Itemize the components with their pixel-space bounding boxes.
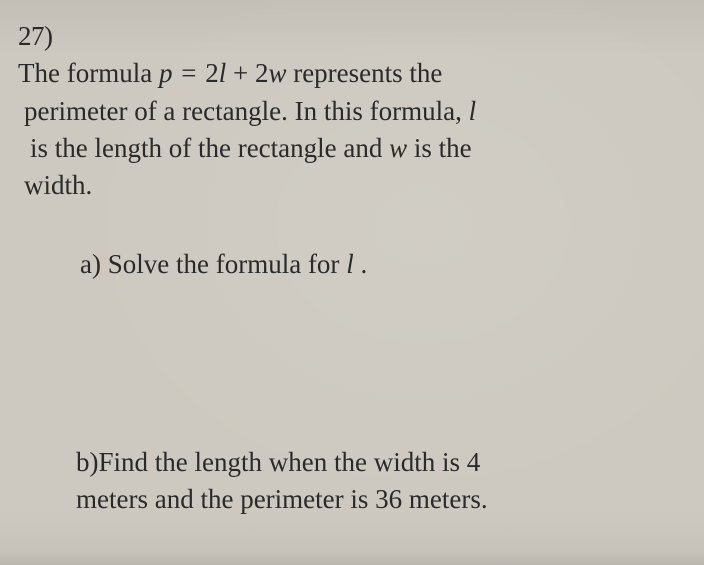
equals-sign: = xyxy=(172,58,205,88)
stem-line-2: perimeter of a rectangle. In this formul… xyxy=(18,93,616,130)
stem-line-4: width. xyxy=(18,167,616,204)
stem-text: The formula xyxy=(18,58,159,88)
part-a-label: a) xyxy=(80,249,108,279)
problem-stem: The formula p = 2l + 2w represents the p… xyxy=(18,55,616,204)
page-shadow xyxy=(0,551,704,565)
stem-text: is the length of the rectangle and xyxy=(30,133,389,163)
coef-2l: 2 xyxy=(205,58,219,88)
stem-text: is the xyxy=(414,133,472,163)
var-w: w xyxy=(389,133,407,163)
part-b: b)Find the length when the width is 4 me… xyxy=(18,444,676,519)
stem-line-3: is the length of the rectangle and w is … xyxy=(18,130,616,167)
coef-2w: 2 xyxy=(255,58,269,88)
plus-sign: + xyxy=(226,58,255,88)
part-a: a) Solve the formula for l . xyxy=(18,246,676,283)
stem-text: perimeter of a rectangle. In this formul… xyxy=(24,96,469,126)
stem-text: width. xyxy=(24,170,92,200)
part-b-label: b) xyxy=(76,447,99,477)
var-w: w xyxy=(268,58,286,88)
problem-27: 27) The formula p = 2l + 2w represents t… xyxy=(18,18,676,518)
part-b-text: Find the length when the width is 4 xyxy=(99,447,481,477)
perimeter-formula: p = 2l + 2w xyxy=(159,58,293,88)
part-b-line-2: meters and the perimeter is 36 meters. xyxy=(76,481,676,518)
part-a-text: Solve the formula for xyxy=(108,249,346,279)
var-l: l xyxy=(469,96,477,126)
part-a-text: . xyxy=(360,249,367,279)
var-l: l xyxy=(346,249,354,279)
part-b-text: meters and the perimeter is 36 meters. xyxy=(76,484,488,514)
problem-number: 27) xyxy=(18,18,74,55)
stem-line-1: The formula p = 2l + 2w represents the xyxy=(18,55,616,92)
var-p: p xyxy=(159,58,173,88)
stem-text: represents the xyxy=(293,58,442,88)
part-b-line-1: b)Find the length when the width is 4 xyxy=(76,444,676,481)
